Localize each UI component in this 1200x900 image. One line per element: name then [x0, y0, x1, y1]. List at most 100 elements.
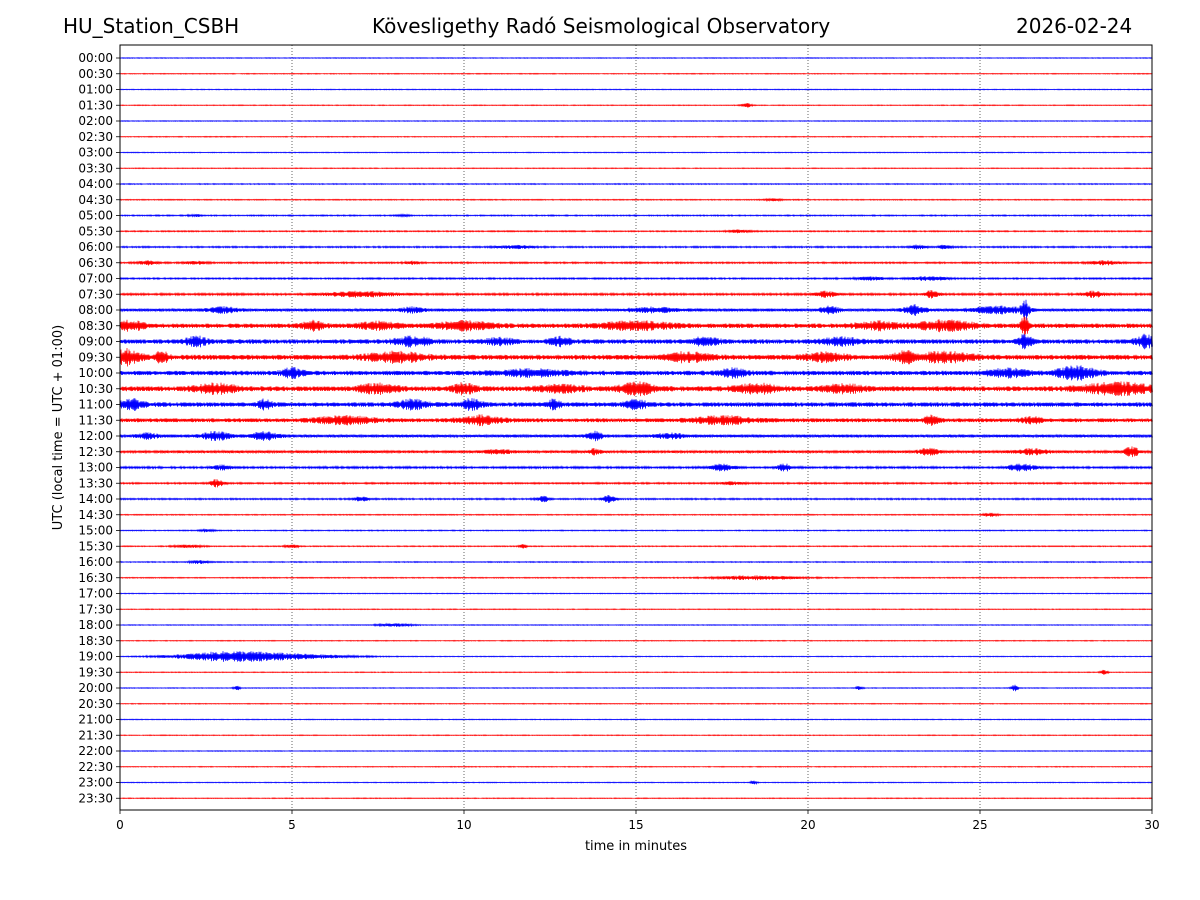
trace-0930 — [119, 347, 1153, 367]
y-tick-label: 07:30 — [78, 287, 113, 301]
trace-0830 — [119, 316, 1153, 336]
x-tick-label: 5 — [288, 818, 296, 832]
trace-1000 — [119, 365, 1153, 381]
y-tick-label: 15:30 — [78, 539, 113, 553]
trace-0600 — [119, 244, 1153, 250]
y-tick-label: 08:30 — [78, 319, 113, 333]
trace-0900 — [119, 333, 1153, 350]
y-tick-label: 13:30 — [78, 476, 113, 490]
trace-0130 — [119, 103, 1153, 108]
y-tick-label: 22:00 — [78, 744, 113, 758]
trace-2030 — [119, 702, 1153, 705]
y-tick-label: 06:30 — [78, 256, 113, 270]
y-tick-label: 10:30 — [78, 382, 113, 396]
y-tick-label: 18:00 — [78, 618, 113, 632]
trace-1130 — [119, 414, 1153, 427]
y-tick-label: 14:30 — [78, 508, 113, 522]
trace-0630 — [119, 259, 1153, 266]
y-tick-label: 05:00 — [78, 209, 113, 223]
trace-1430 — [119, 512, 1153, 518]
trace-2100 — [119, 718, 1153, 721]
y-tick-label: 19:30 — [78, 665, 113, 679]
y-tick-label: 11:30 — [78, 413, 113, 427]
trace-1200 — [119, 430, 1153, 442]
y-tick-label: 09:00 — [78, 335, 113, 349]
y-tick-label: 13:00 — [78, 461, 113, 475]
y-tick-label: 07:00 — [78, 272, 113, 286]
y-tick-label: 01:00 — [78, 83, 113, 97]
y-tick-label: 10:00 — [78, 366, 113, 380]
trace-0230 — [119, 135, 1153, 138]
trace-1300 — [119, 463, 1153, 472]
y-tick-label: 20:30 — [78, 697, 113, 711]
y-tick-label: 22:30 — [78, 760, 113, 774]
x-tick-label: 0 — [116, 818, 124, 832]
y-tick-label: 17:00 — [78, 587, 113, 601]
trace-1400 — [119, 494, 1153, 504]
y-tick-label: 20:00 — [78, 681, 113, 695]
y-tick-label: 00:30 — [78, 67, 113, 81]
trace-1630 — [119, 575, 1153, 581]
x-tick-label: 30 — [1144, 818, 1159, 832]
trace-0700 — [119, 276, 1153, 281]
trace-0400 — [119, 182, 1153, 186]
trace-1700 — [119, 592, 1153, 595]
y-tick-label: 23:00 — [78, 776, 113, 790]
y-tick-label: 14:00 — [78, 492, 113, 506]
trace-1100 — [119, 398, 1153, 411]
y-tick-label: 02:00 — [78, 114, 113, 128]
chart-title: Kövesligethy Radó Seismological Observat… — [372, 14, 831, 38]
y-tick-label: 16:30 — [78, 571, 113, 585]
y-tick-label: 00:00 — [78, 51, 113, 65]
trace-1500 — [119, 528, 1153, 533]
trace-0500 — [119, 213, 1153, 218]
trace-1230 — [119, 446, 1153, 458]
trace-0430 — [119, 197, 1153, 203]
trace-0530 — [119, 229, 1153, 234]
trace-0030 — [119, 72, 1153, 75]
trace-1800 — [119, 622, 1153, 628]
x-tick-label: 25 — [972, 818, 987, 832]
trace-2230 — [119, 765, 1153, 768]
y-tick-label: 04:00 — [78, 177, 113, 191]
y-tick-label: 04:30 — [78, 193, 113, 207]
station-name: HU_Station_CSBH — [63, 14, 240, 38]
trace-1830 — [119, 639, 1153, 642]
trace-2130 — [119, 734, 1153, 737]
y-tick-label: 11:00 — [78, 398, 113, 412]
y-tick-label: 05:30 — [78, 224, 113, 238]
trace-2300 — [119, 780, 1153, 786]
trace-0200 — [119, 119, 1153, 123]
y-tick-label: 18:30 — [78, 634, 113, 648]
trace-0000 — [119, 56, 1153, 60]
trace-0730 — [119, 289, 1153, 299]
y-tick-label: 02:30 — [78, 130, 113, 144]
trace-0330 — [119, 167, 1153, 170]
y-tick-label: 12:00 — [78, 429, 113, 443]
y-tick-label: 21:00 — [78, 713, 113, 727]
trace-1730 — [119, 608, 1153, 611]
y-tick-label: 16:00 — [78, 555, 113, 569]
trace-0300 — [119, 151, 1153, 154]
y-tick-label: 21:30 — [78, 728, 113, 742]
x-axis-label: time in minutes — [585, 839, 687, 854]
y-tick-label: 09:30 — [78, 350, 113, 364]
x-tick-label: 10 — [456, 818, 471, 832]
trace-2000 — [119, 684, 1153, 692]
trace-0800 — [119, 299, 1153, 321]
y-tick-label: 03:00 — [78, 146, 113, 160]
trace-1930 — [119, 669, 1153, 675]
y-tick-label: 03:30 — [78, 161, 113, 175]
trace-1530 — [119, 543, 1153, 549]
trace-0100 — [119, 88, 1153, 91]
trace-1600 — [119, 559, 1153, 565]
y-tick-label: 08:00 — [78, 303, 113, 317]
trace-2330 — [119, 797, 1153, 800]
trace-1030 — [119, 381, 1153, 397]
trace-2200 — [119, 749, 1153, 753]
y-tick-label: 06:00 — [78, 240, 113, 254]
x-tick-label: 15 — [628, 818, 643, 832]
trace-1330 — [119, 479, 1153, 488]
y-tick-label: 01:30 — [78, 98, 113, 112]
y-axis-label: UTC (local time = UTC + 01:00) — [51, 325, 66, 530]
